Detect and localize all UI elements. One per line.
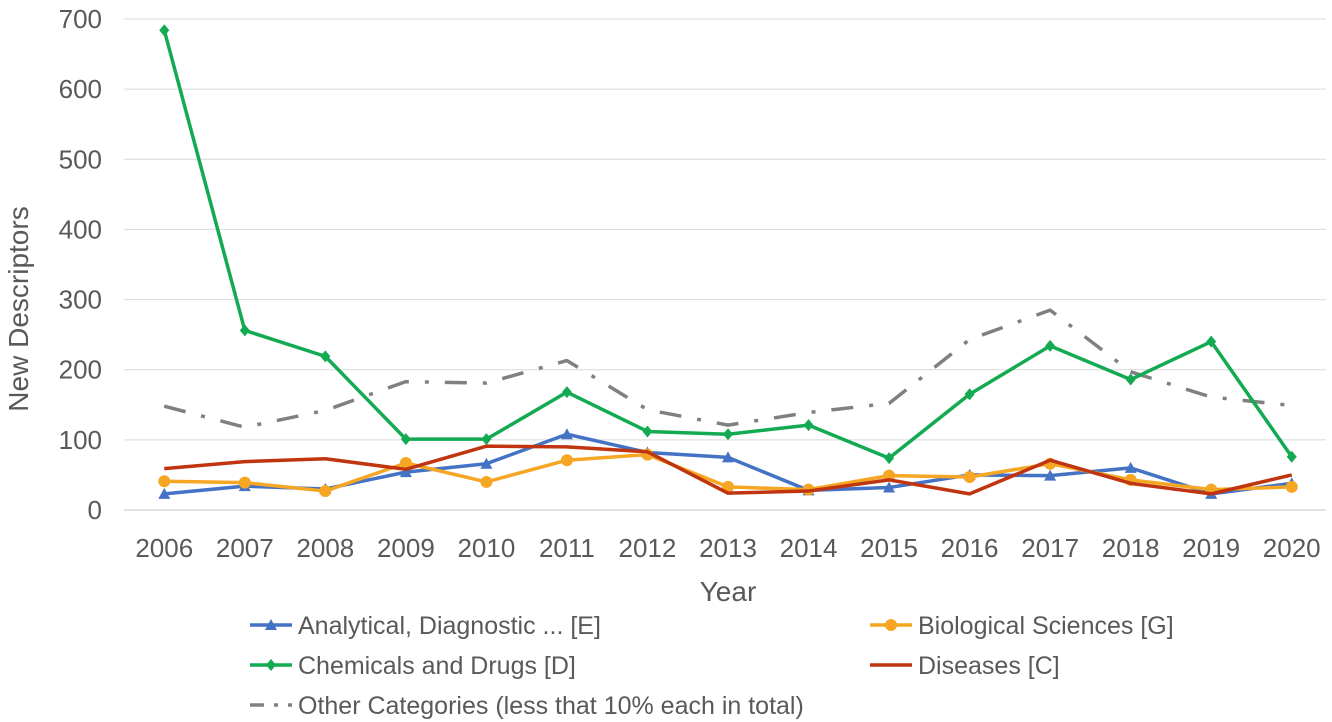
y-tick-label: 200 — [59, 355, 102, 385]
x-tick-label: 2015 — [860, 533, 918, 563]
legend-item: Diseases [C] — [870, 652, 1060, 680]
data-point — [803, 419, 814, 432]
legend-label: Other Categories (less that 10% each in … — [298, 692, 804, 720]
x-tick-label: 2011 — [539, 533, 595, 563]
y-tick-label: 600 — [59, 74, 102, 104]
data-point — [399, 457, 412, 470]
x-tick-label: 2016 — [941, 533, 999, 563]
y-tick-label: 400 — [59, 214, 102, 244]
data-point — [642, 425, 653, 438]
y-axis-label: New Descriptors — [3, 206, 34, 411]
x-tick-label: 2020 — [1263, 533, 1321, 563]
legend-label: Diseases [C] — [918, 652, 1060, 680]
data-point — [1286, 450, 1297, 463]
data-point — [319, 485, 332, 498]
legend-marker — [266, 659, 276, 671]
legend-item: Biological Sciences [G] — [870, 612, 1174, 640]
data-point — [722, 451, 734, 463]
data-point — [1206, 335, 1217, 348]
x-axis-label: Year — [700, 576, 757, 607]
y-tick-label: 300 — [59, 285, 102, 315]
data-point — [1285, 480, 1298, 493]
series-line — [162, 29, 1294, 460]
data-point — [238, 476, 251, 489]
data-point — [159, 24, 170, 37]
data-point — [480, 475, 493, 488]
y-tick-label: 500 — [59, 144, 102, 174]
legend-label: Chemicals and Drugs [D] — [298, 652, 576, 680]
series-line — [164, 444, 1293, 496]
x-tick-label: 2019 — [1182, 533, 1240, 563]
series-line — [163, 308, 1292, 429]
data-point — [480, 457, 493, 469]
legend: Analytical, Diagnostic ... [E] Biological… — [250, 612, 1174, 720]
legend-item: Other Categories (less that 10% each in … — [250, 692, 804, 720]
gridlines — [124, 18, 1326, 511]
data-point — [239, 324, 250, 337]
data-point — [158, 475, 171, 488]
y-tick-label: 0 — [88, 495, 102, 525]
data-point — [400, 433, 411, 446]
series-layer — [158, 24, 1298, 499]
x-tick-label: 2010 — [457, 533, 515, 563]
x-tick-label: 2006 — [135, 533, 193, 563]
data-point — [1125, 373, 1136, 386]
legend-item: Analytical, Diagnostic ... [E] — [250, 612, 601, 640]
x-tick-label: 2017 — [1021, 533, 1079, 563]
y-tick-label: 700 — [59, 4, 102, 34]
x-tick-label: 2008 — [296, 533, 354, 563]
data-point — [481, 433, 492, 446]
data-point — [561, 386, 572, 399]
series-4 — [163, 308, 1292, 429]
data-point — [723, 428, 733, 441]
legend-marker — [265, 619, 277, 630]
data-point — [883, 481, 896, 493]
data-point — [963, 471, 976, 484]
y-axis-ticks: 0 100 200 300 400 500 600 700 — [59, 4, 102, 525]
data-point — [560, 454, 573, 467]
x-axis-ticks: 2006 2007 2008 2009 2010 2011 2012 2013 2014 2015… — [135, 533, 1320, 563]
data-point — [1124, 461, 1137, 473]
legend-marker — [885, 619, 897, 631]
x-tick-label: 2012 — [619, 533, 677, 563]
x-tick-label: 2014 — [780, 533, 838, 563]
data-point — [1045, 339, 1056, 352]
data-point — [158, 487, 171, 499]
data-point — [1044, 469, 1057, 481]
legend-item: Chemicals and Drugs [D] — [250, 652, 576, 680]
data-point — [884, 452, 895, 465]
x-tick-label: 2018 — [1102, 533, 1160, 563]
data-point — [320, 350, 331, 363]
series-3 — [164, 444, 1293, 496]
data-point — [964, 388, 975, 401]
data-point — [560, 428, 573, 440]
legend-label: Biological Sciences [G] — [918, 612, 1174, 640]
x-tick-label: 2007 — [216, 533, 274, 563]
data-point — [399, 466, 412, 478]
legend-label: Analytical, Diagnostic ... [E] — [298, 612, 601, 640]
series-2 — [159, 24, 1297, 465]
y-tick-label: 100 — [59, 425, 102, 455]
x-tick-label: 2009 — [377, 533, 435, 563]
x-tick-label: 2013 — [699, 533, 757, 563]
